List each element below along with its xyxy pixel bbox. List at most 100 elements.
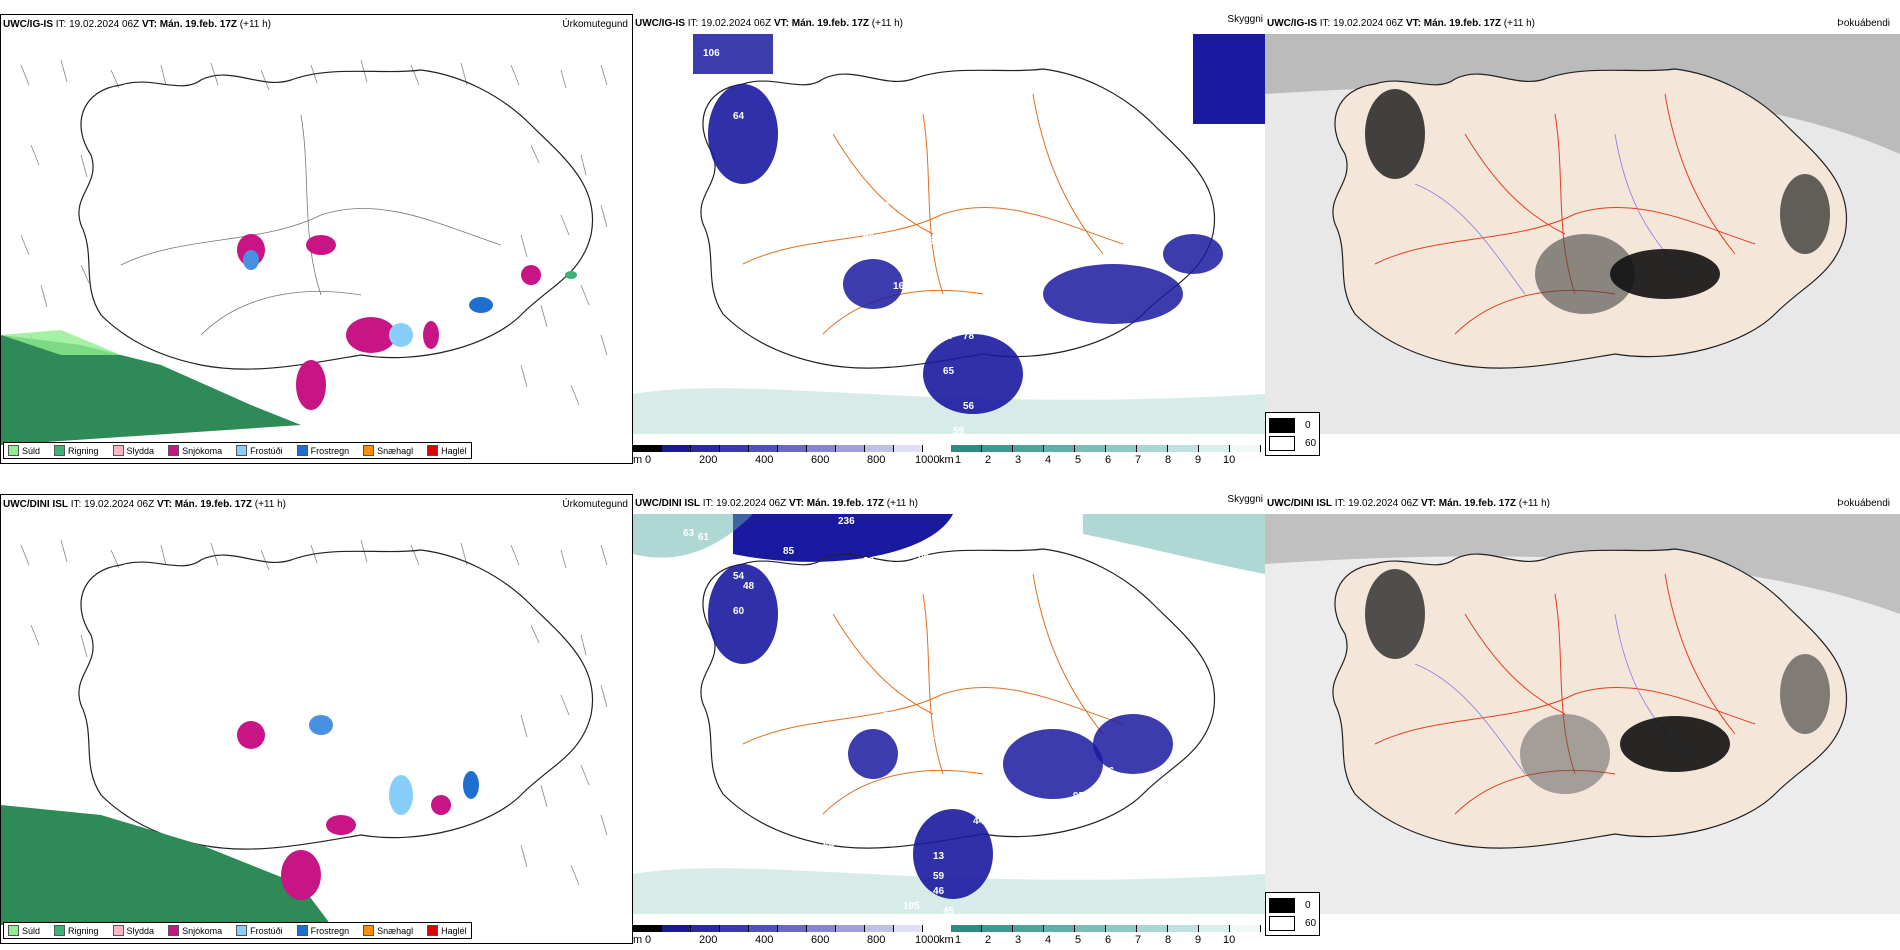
ceiling-label: 106 — [703, 48, 720, 59]
precip-map — [1, 539, 608, 925]
ceiling-map: 106 215 91 64 64 84 64 81 53 68 64 95 55 2 167 118 66 89 6… — [633, 34, 1265, 434]
ceiling-label: 17 — [1043, 531, 1055, 542]
ceiling-label: 78 — [963, 331, 975, 342]
legend-item: Haglél — [427, 925, 467, 936]
legend-item: Súld — [8, 925, 40, 936]
ceiling-label: 48 — [743, 581, 755, 592]
panel-header: UWC/IG-IS IT: 19.02.2024 06Z VT: Mán. 19… — [3, 19, 272, 30]
panel-header: UWC/DINI ISL IT: 19.02.2024 06Z VT: Mán.… — [3, 499, 287, 510]
precip-title: Úrkomutegund — [562, 19, 628, 30]
ceiling-label: 98 — [918, 553, 930, 564]
cbar-unit-km: km — [939, 934, 954, 944]
ceiling-label: 78 — [933, 661, 945, 672]
ceiling-label: 59 — [823, 841, 835, 852]
ceiling-label: 77 — [1138, 251, 1150, 262]
ceiling-label: 95 — [923, 236, 935, 247]
ceiling-label: 59 — [693, 586, 705, 597]
ceiling-label: 61 — [698, 532, 710, 543]
legend-item: Frostregn — [296, 445, 349, 456]
panel-header: UWC/DINI ISL IT: 19.02.2024 06Z VT: Mán.… — [1267, 498, 1551, 509]
cbar-tick: 8 — [1165, 454, 1172, 464]
cbar-tick: 5 — [1075, 934, 1082, 944]
ceiling-label: 65 — [903, 711, 915, 722]
ceiling-label: 91 — [828, 50, 840, 61]
panel-header: UWC/DINI ISL IT: 19.02.2024 06Z VT: Mán.… — [635, 498, 919, 509]
ceiling-label: 118 — [963, 241, 980, 252]
cbar-tick: 8 — [1165, 934, 1172, 944]
ceiling-label: 126 — [983, 291, 1000, 302]
cbar-tick: 0 — [645, 454, 652, 464]
ceiling-label: 81 — [818, 156, 830, 167]
ceiling-label: 76 — [933, 581, 945, 592]
precip-legend: Súld Rigning Slydda Snjókoma Frostúði Fr… — [3, 442, 472, 459]
fog-panel-row1: UWC/IG-IS IT: 19.02.2024 06Z VT: Mán. 19… — [1265, 14, 1900, 464]
cbar-tick: 200 — [699, 934, 718, 944]
cbar-tick: 1 — [955, 934, 962, 944]
cbar-unit-m: m — [633, 934, 643, 944]
fog-panel-row2: UWC/DINI ISL IT: 19.02.2024 06Z VT: Mán.… — [1265, 494, 1900, 944]
precip-panel-row1: UWC/IG-IS IT: 19.02.2024 06Z VT: Mán. 19… — [0, 14, 633, 464]
cbar-tick: 2 — [985, 454, 992, 464]
legend-item: Haglél — [427, 445, 467, 456]
legend-item: Rigning — [54, 925, 99, 936]
cbar-tick: 3 — [1015, 454, 1022, 464]
ceiling-label: 85 — [783, 546, 795, 557]
ceiling-label: 65 — [943, 366, 955, 377]
ceiling-label: 76 — [1103, 766, 1115, 777]
ceiling-label: 71 — [1013, 276, 1025, 287]
ceiling-label: 47 — [943, 331, 955, 342]
cbar-tick: 10 — [1223, 454, 1236, 464]
ceiling-label: 51 — [1078, 538, 1090, 549]
legend-item: Snjókoma — [168, 925, 222, 936]
ceiling-panel-row1: UWC/IG-IS IT: 19.02.2024 06Z VT: Mán. 19… — [633, 14, 1265, 464]
fog-legend-label: 60 — [1305, 917, 1317, 929]
cbar-tick: 5 — [1075, 454, 1082, 464]
cbar-tick: 6 — [1105, 934, 1112, 944]
ceiling-label: 56 — [963, 401, 975, 412]
ceiling-label: 56 — [883, 711, 895, 722]
ceiling-label: 60 — [733, 606, 745, 617]
ceiling-label: 64 — [863, 231, 875, 242]
ceiling-label: 88 — [1093, 796, 1105, 807]
legend-item: Súld — [8, 445, 40, 456]
fog-legend: 0 60 — [1265, 892, 1321, 936]
ceiling-label: 59 — [953, 426, 965, 434]
legend-item: Snæhagl — [363, 445, 413, 456]
cbar-unit-m: m — [633, 454, 643, 464]
ceiling-label: 54 — [733, 571, 745, 582]
ceiling-label: 105 — [903, 901, 920, 912]
ceiling-label: 215 — [848, 34, 865, 45]
cbar-tick: 0 — [645, 934, 652, 944]
ceiling-label: 64 — [793, 96, 805, 107]
precip-title: Úrkomutegund — [562, 499, 628, 510]
ceiling-label: 52 — [1023, 796, 1035, 807]
fog-title: Þokuábendi — [1837, 18, 1890, 29]
cbar-unit-km: km — [939, 454, 954, 464]
cbar-tick: 1 — [955, 454, 962, 464]
ceiling-label: 236 — [838, 516, 855, 527]
ceiling-label: 83 — [823, 336, 835, 347]
fog-title: Þokuábendi — [1837, 498, 1890, 509]
ceiling-label: 89 — [1113, 226, 1125, 237]
precip-panel-row2: UWC/DINI ISL IT: 19.02.2024 06Z VT: Mán.… — [0, 494, 633, 944]
ceiling-label: 13 — [933, 851, 945, 862]
ceiling-title: Skyggni — [1227, 14, 1263, 25]
cbar-tick: 7 — [1135, 934, 1142, 944]
cbar-tick: 600 — [811, 934, 830, 944]
ceiling-label: 67 — [1103, 251, 1115, 262]
legend-item: Snjókoma — [168, 445, 222, 456]
cbar-tick: 6 — [1105, 454, 1112, 464]
cbar-tick: 9 — [1195, 454, 1202, 464]
fog-legend-label: 0 — [1305, 419, 1311, 431]
ceiling-panel-row2: UWC/DINI ISL IT: 19.02.2024 06Z VT: Mán.… — [633, 494, 1265, 944]
cbar-tick: 2 — [985, 934, 992, 944]
ceiling-label: 2 — [928, 258, 934, 269]
ceiling-label: 118 — [993, 816, 1010, 827]
ceiling-label: 79 — [973, 271, 985, 282]
legend-item: Rigning — [54, 445, 99, 456]
ceiling-label: 68 — [878, 201, 890, 212]
cbar-tick: 10 — [1223, 934, 1236, 944]
legend-item: Frostúði — [236, 925, 283, 936]
ceiling-label: 55 — [898, 251, 910, 262]
